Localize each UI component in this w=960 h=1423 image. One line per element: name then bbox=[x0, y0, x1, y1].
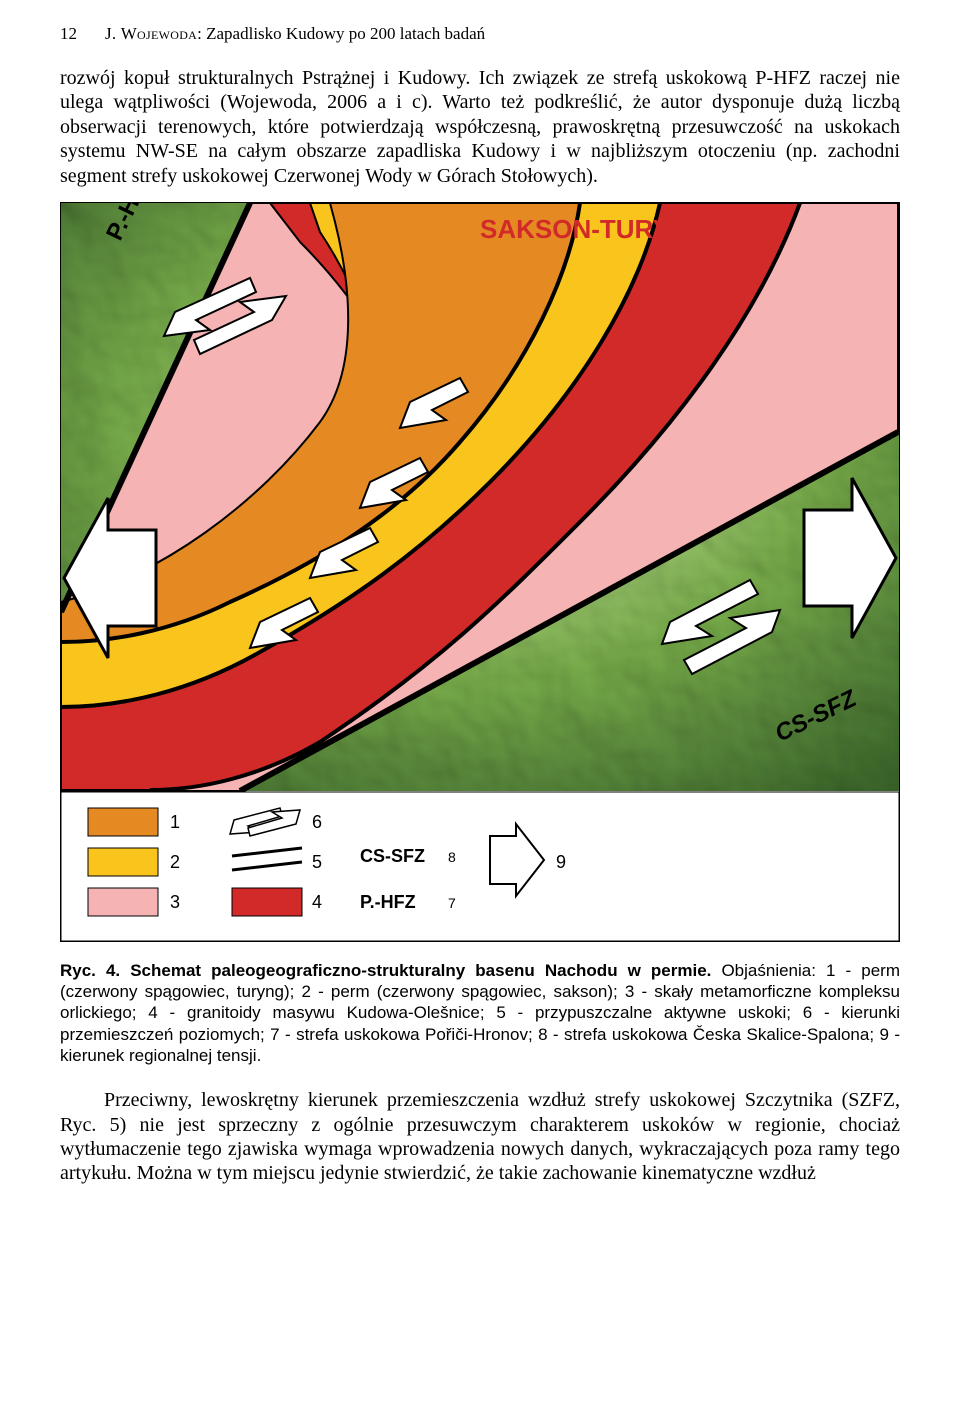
figure-4: P.-HFZ SAKSON-TURYNG CS-SFZ 1 2 3 bbox=[60, 202, 900, 942]
legend-panel bbox=[61, 792, 899, 941]
svg-text:7: 7 bbox=[448, 895, 456, 911]
running-rest: : Zapadlisko Kudowy po 200 latach badań bbox=[197, 24, 485, 43]
svg-text:6: 6 bbox=[312, 812, 322, 832]
svg-text:8: 8 bbox=[448, 849, 456, 865]
svg-text:1: 1 bbox=[170, 812, 180, 832]
figure-caption: Ryc. 4. Schemat paleogeograficzno-strukt… bbox=[60, 960, 900, 1066]
page: 12 J. Wojewoda: Zapadlisko Kudowy po 200… bbox=[0, 0, 960, 1240]
label-sakson: SAKSON-TURYNG bbox=[480, 214, 709, 244]
svg-text:4: 4 bbox=[312, 892, 322, 912]
page-number: 12 bbox=[60, 24, 77, 44]
paragraph-top: rozwój kopuł strukturalnych Pstrążnej i … bbox=[60, 66, 900, 188]
caption-title: Ryc. 4. Schemat paleogeograficzno-strukt… bbox=[60, 961, 711, 980]
svg-text:P.-HFZ: P.-HFZ bbox=[360, 892, 416, 912]
svg-text:9: 9 bbox=[556, 852, 566, 872]
svg-text:3: 3 bbox=[170, 892, 180, 912]
paragraph-bottom: Przeciwny, lewoskrętny kierunek przemies… bbox=[60, 1088, 900, 1186]
svg-text:CS-SFZ: CS-SFZ bbox=[360, 846, 425, 866]
svg-text:5: 5 bbox=[312, 852, 322, 872]
running-title: J. Wojewoda: Zapadlisko Kudowy po 200 la… bbox=[105, 24, 485, 44]
running-head: 12 J. Wojewoda: Zapadlisko Kudowy po 200… bbox=[60, 24, 900, 44]
figure-svg: P.-HFZ SAKSON-TURYNG CS-SFZ 1 2 3 bbox=[60, 202, 900, 942]
svg-text:2: 2 bbox=[170, 852, 180, 872]
running-author: J. Wojewoda bbox=[105, 24, 197, 43]
